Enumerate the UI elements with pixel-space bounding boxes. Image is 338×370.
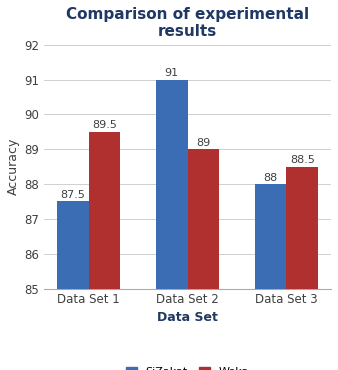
Title: Comparison of experimental
results: Comparison of experimental results xyxy=(66,7,309,39)
Text: 87.5: 87.5 xyxy=(61,190,85,200)
Text: 89.5: 89.5 xyxy=(92,120,117,130)
Text: 88: 88 xyxy=(263,173,278,183)
Y-axis label: Accuracy: Accuracy xyxy=(7,138,20,195)
X-axis label: Data Set: Data Set xyxy=(157,311,218,324)
Bar xyxy=(89,132,120,370)
Text: 88.5: 88.5 xyxy=(290,155,315,165)
Bar xyxy=(286,166,318,370)
Text: 89: 89 xyxy=(196,138,211,148)
Legend: SiZakat, Weka: SiZakat, Weka xyxy=(121,363,254,370)
Bar xyxy=(57,202,89,370)
Bar xyxy=(255,184,286,370)
Bar xyxy=(156,80,188,370)
Bar xyxy=(188,149,219,370)
Text: 91: 91 xyxy=(165,68,179,78)
